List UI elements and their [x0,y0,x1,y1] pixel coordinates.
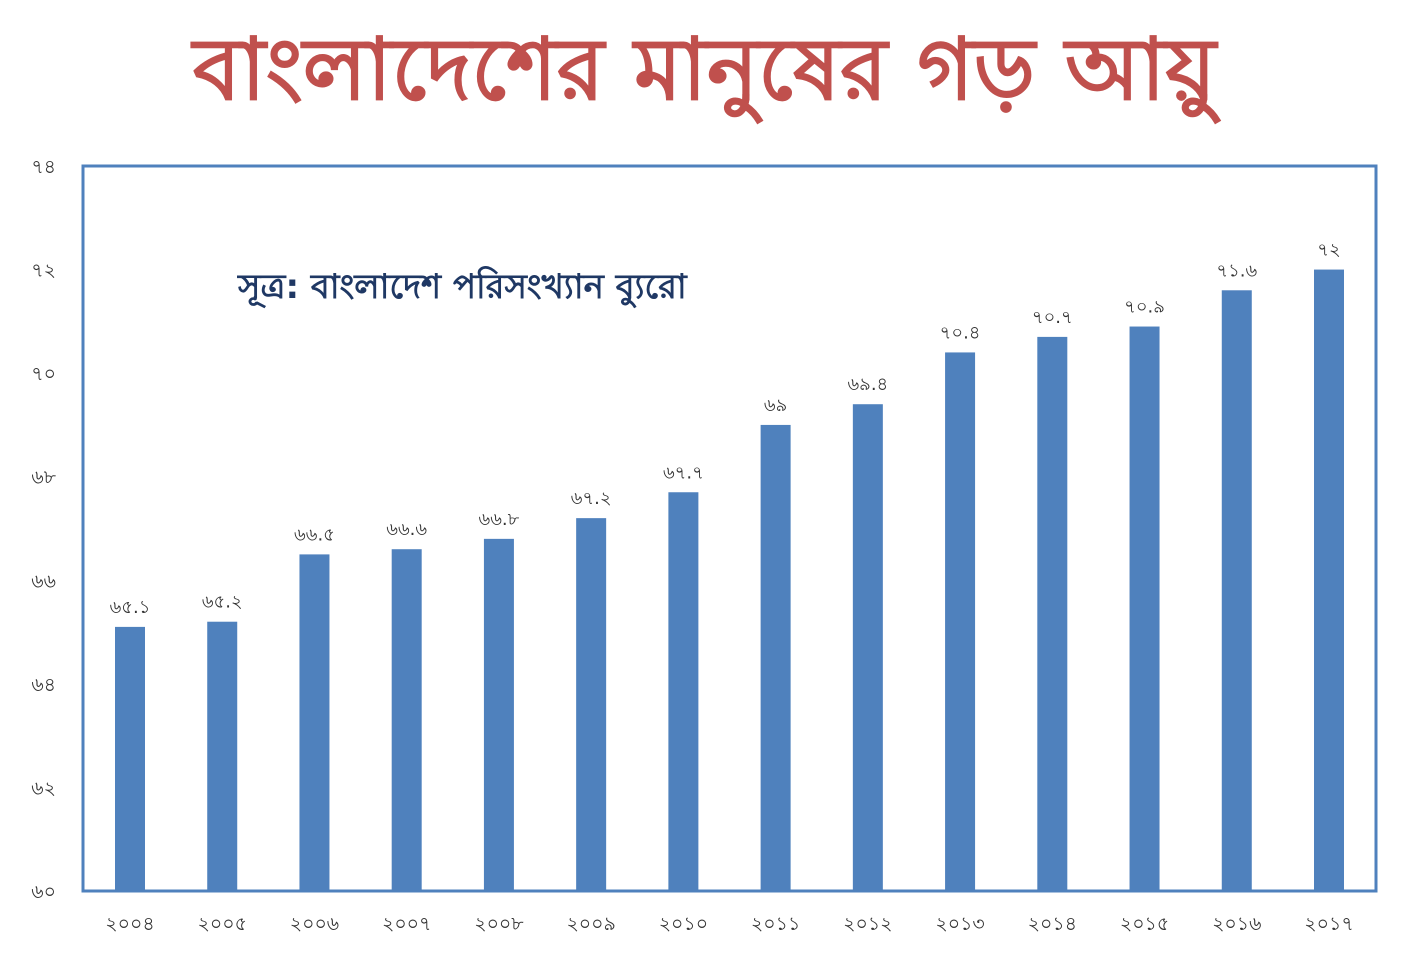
bar-3 [299,554,330,891]
data-label: ৬৭.৭ [663,462,704,483]
y-tick-label: ৬৪ [31,674,56,696]
value-labels: ৬৫.১ ৬৫.২ ৬৬.৫ ৬৬.৬ ৬৬.৮ ৬৭.২ ৬৭.৭ ৬৯ ৬৯.৪ ৭০.৪ ৭০… [110,240,1341,618]
x-tick-label: ২০০৫ [198,913,247,935]
data-label: ৬৬.৬ [386,519,427,540]
data-label: ৬৯.৪ [847,374,888,395]
x-tick-label: ২০১০ [659,913,708,935]
bar-1 [115,626,145,891]
bar-11 [1037,336,1068,892]
x-tick-label: ২০০৬ [290,913,339,935]
x-tick-label: ২০১২ [843,913,892,935]
x-tick-label: ২০১১ [751,913,800,935]
data-label: ৭০.৯ [1124,297,1165,318]
bar-4 [391,549,422,891]
y-tick-label: ৭২ [31,260,56,282]
data-label: ৬৭.২ [571,488,612,509]
bars [115,269,1344,892]
x-tick-label: ২০১৪ [1028,913,1077,935]
data-label: ৭০.৭ [1032,307,1073,328]
data-label: ৬৫.২ [202,592,243,613]
bar-5 [483,538,514,891]
x-axis: ২০০৪ ২০০৫ ২০০৬ ২০০৭ ২০০৮ ২০০৯ ২০১০ ২০১১ ২০১২ ২০১৩… [105,913,1353,935]
bar-12 [1129,326,1160,891]
x-tick-label: ২০০৪ [105,913,154,935]
y-tick-label: ৬৮ [31,467,56,489]
bar-2 [207,621,238,891]
data-label: ৬৬.৫ [294,524,335,545]
bar-14 [1314,269,1344,892]
x-tick-label: ২০১৬ [1212,913,1261,935]
bar-7 [668,492,699,891]
bar-9 [852,404,883,891]
chart-title: বাংলাদেশের মানুষের গড় আয়ু [192,20,1217,120]
data-label: ৭২ [1317,240,1340,261]
data-label: ৬৯ [764,395,787,416]
data-label: ৭১.৬ [1216,260,1257,281]
bar-13 [1221,290,1252,891]
bar-8 [760,424,791,891]
y-tick-label: ৭০ [31,363,56,385]
y-axis: ৬০ ৬২ ৬৪ ৬৬ ৬৮ ৭০ ৭২ ৭৪ [31,156,56,903]
x-tick-label: ২০০৮ [474,913,524,935]
plot-frame [81,164,1378,893]
data-label: ৭০.৪ [940,322,981,343]
y-tick-label: ৬৬ [31,570,56,592]
x-tick-label: ২০১৩ [935,913,984,935]
bar-10 [945,352,976,891]
y-tick-label: ৭৪ [31,156,56,178]
data-label: ৬৫.১ [110,597,151,618]
x-tick-label: ২০১৭ [1304,913,1353,935]
x-tick-label: ২০০৯ [566,913,615,935]
y-tick-label: ৬০ [31,881,56,903]
source-annotation: সূত্র: বাংলাদেশ পরিসংখ্যান ব্যুরো [237,266,688,309]
bar-6 [576,518,607,891]
x-tick-label: ২০০৭ [382,913,431,935]
data-label: ৬৬.৮ [479,509,520,530]
x-tick-label: ২০১৫ [1120,913,1169,935]
y-tick-label: ৬২ [31,777,56,799]
